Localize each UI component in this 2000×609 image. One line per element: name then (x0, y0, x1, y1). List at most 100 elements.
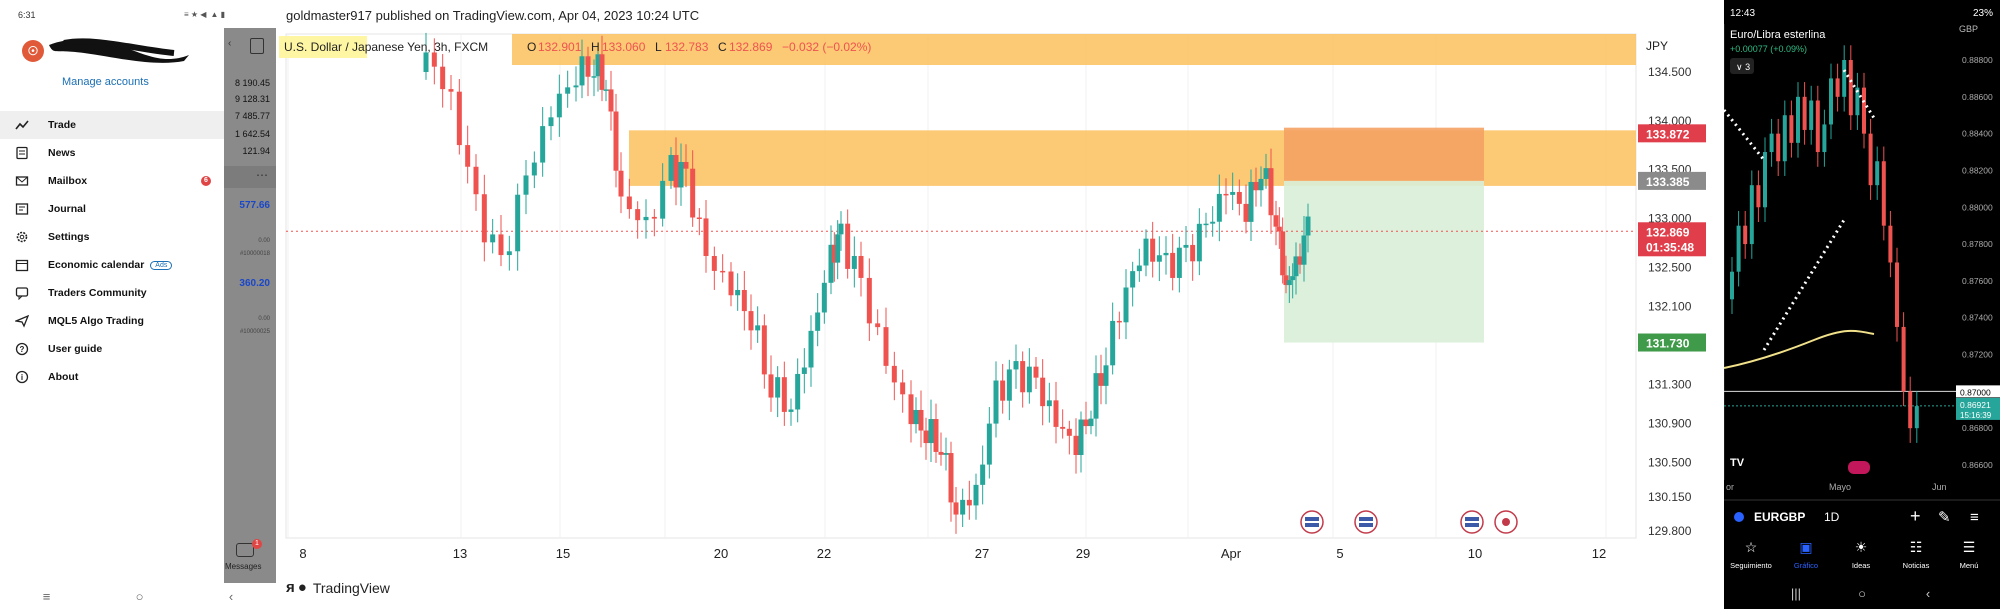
candle (1756, 170, 1761, 222)
candle (1730, 256, 1734, 315)
us-event-flag-icon[interactable] (1354, 510, 1378, 534)
ohlc-value: 132.901 (538, 40, 582, 54)
candle (908, 380, 914, 443)
status-time: 6:31 (18, 10, 36, 20)
bottom-tab-label[interactable]: Ideas (1852, 561, 1871, 570)
news-tab-icon[interactable]: ☷ (1910, 539, 1923, 555)
messages-label[interactable]: Messages (225, 562, 262, 571)
symbol-flag-icon (1734, 512, 1744, 522)
tradingview-brand: TradingView (312, 579, 390, 596)
candle (933, 403, 939, 463)
dotted-trendline (1724, 109, 1766, 161)
menu-label: News (48, 147, 76, 159)
price-tick-label: 133.000 (1648, 211, 1692, 225)
candle (788, 398, 794, 426)
add-icon[interactable]: + (1910, 506, 1921, 526)
community-icon (14, 285, 30, 301)
manage-accounts-link[interactable]: Manage accounts (62, 76, 149, 88)
candle (1098, 354, 1104, 405)
watchlist-icon[interactable]: ☆ (1745, 539, 1758, 555)
back-button[interactable]: ‹ (1926, 586, 1930, 601)
candle (943, 437, 949, 471)
bottom-tab-label[interactable]: Seguimiento (1730, 561, 1772, 570)
home-button[interactable]: ○ (135, 588, 144, 604)
candle (835, 220, 841, 280)
menu-lines-icon[interactable]: ≡ (1970, 509, 1979, 526)
menu-item-about[interactable]: i About (0, 363, 224, 391)
event-flag-icon[interactable] (1848, 461, 1870, 474)
chart-tab-icon[interactable]: ▣ (1799, 539, 1812, 555)
back-button[interactable]: ‹ (228, 588, 234, 604)
settings-gear-icon (14, 229, 30, 245)
candle (728, 262, 734, 307)
candle (900, 369, 906, 413)
margin-level-value: 121.94 (242, 146, 270, 156)
date-tick-label: 27 (975, 546, 989, 561)
candle (801, 348, 807, 394)
candle (1286, 266, 1292, 303)
new-order-icon[interactable] (250, 38, 264, 54)
candle (1136, 248, 1142, 282)
candle (1253, 167, 1259, 207)
candle (1116, 311, 1122, 340)
menu-item-settings[interactable]: Settings (0, 223, 224, 251)
menu-item-journal[interactable]: Journal (0, 195, 224, 223)
candle (1280, 217, 1286, 284)
dotted-trendline (1762, 219, 1846, 351)
candle (1053, 381, 1059, 444)
menu-item-traders-community[interactable]: Traders Community (0, 279, 224, 307)
candle (565, 70, 571, 108)
menu-item-news[interactable]: News (0, 139, 224, 167)
candle (618, 152, 624, 214)
candle (1293, 242, 1299, 295)
recent-apps-button[interactable]: ||| (1791, 586, 1801, 601)
usdjpy-chart[interactable]: U.S. Dollar / Japanese Yen, 3h, FXCM O 132… (276, 28, 1724, 578)
menu-item-economic-calendar[interactable]: Economic calendar Ads (0, 251, 224, 279)
date-tick-label: 15 (556, 546, 570, 561)
status-time: 12:43 (1730, 8, 1755, 19)
us-event-flag-icon[interactable] (1460, 510, 1484, 534)
candle (1223, 178, 1229, 215)
candle (1789, 100, 1794, 158)
home-button[interactable]: ○ (1858, 586, 1866, 601)
candle (838, 211, 844, 251)
account-avatar[interactable]: ☉ (22, 40, 44, 62)
ideas-icon[interactable]: ☀ (1855, 539, 1868, 555)
candle (883, 307, 889, 374)
eurgbp-chart[interactable]: 12:43 23% Euro/Libra esterlina +0.00077 (+0… (1724, 0, 2000, 609)
interval-button[interactable]: ∨ 3 (1730, 58, 1754, 74)
ohlc-value: 133.060 (602, 40, 646, 54)
candle (423, 32, 429, 80)
candle (1196, 208, 1202, 276)
more-icon[interactable]: ⋯ (256, 168, 268, 182)
bottom-tab-label[interactable]: Noticias (1903, 561, 1930, 570)
draw-pencil-icon[interactable]: ✎ (1938, 509, 1951, 526)
date-tick-label: 5 (1336, 546, 1343, 561)
balance-value: 8 190.45 (234, 78, 270, 88)
free-margin-value: 1 642.54 (234, 129, 270, 139)
candle (683, 144, 689, 188)
bottom-tab-label[interactable]: Menú (1960, 561, 1979, 570)
candle (986, 407, 992, 479)
us-event-flag-icon[interactable] (1300, 510, 1324, 534)
recent-apps-button[interactable]: ≡ (42, 588, 51, 604)
candle (828, 225, 834, 295)
menu-item-mql5-algo[interactable]: MQL5 Algo Trading (0, 307, 224, 335)
event-marker-icon[interactable] (1494, 510, 1518, 534)
menu-item-trade[interactable]: Trade (0, 111, 224, 139)
bottom-tab-label[interactable]: Gráfico (1794, 561, 1818, 570)
price-tick-label: 0.87200 (1962, 350, 1993, 360)
candle (741, 270, 747, 331)
candle (875, 309, 881, 336)
candle (1123, 269, 1129, 340)
menu-item-mailbox[interactable]: Mailbox 6 (0, 167, 224, 195)
positions-header: ⋯ (224, 166, 276, 188)
candle (1901, 312, 1906, 407)
symbol-label: EURGBP (1754, 510, 1805, 524)
messages-icon[interactable] (236, 543, 254, 557)
candle (626, 178, 632, 219)
menu-item-user-guide[interactable]: ? User guide (0, 335, 224, 363)
menu-tab-icon[interactable]: ☰ (1963, 539, 1976, 555)
date-tick-label: 10 (1468, 546, 1482, 561)
